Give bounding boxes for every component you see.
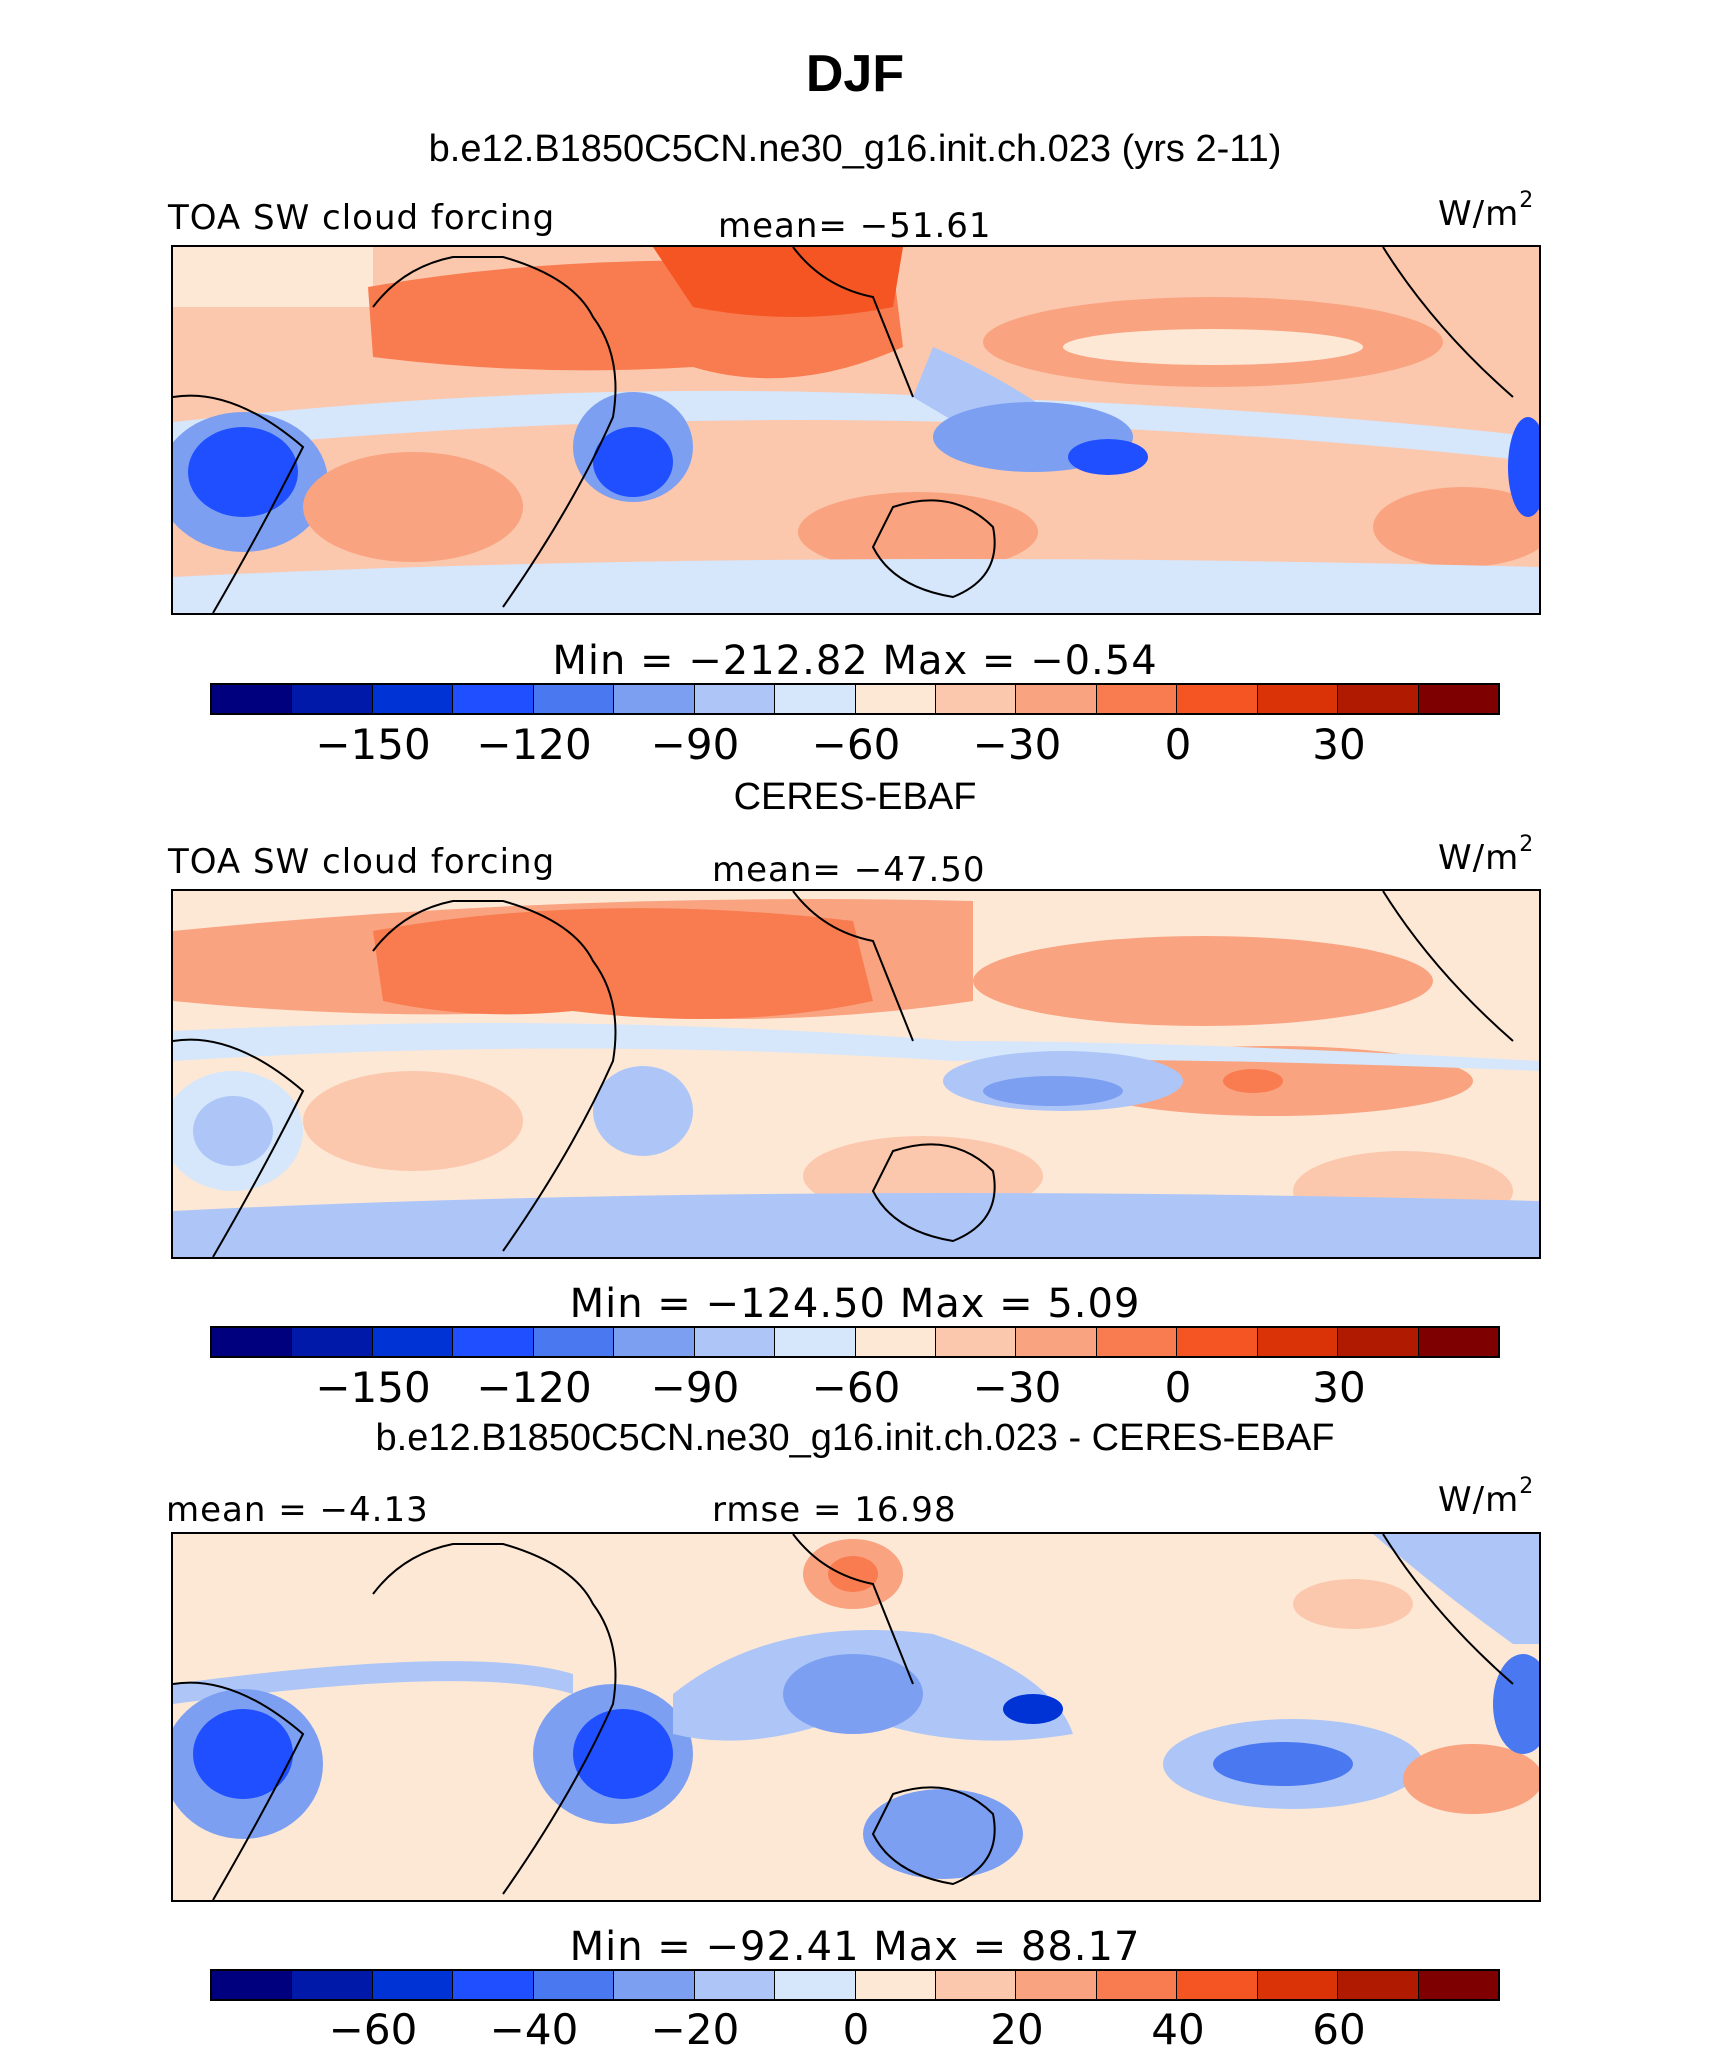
colorbar-swatch [1418,685,1498,713]
colorbar-swatch [1096,1971,1178,1999]
colorbar-swatch [775,1971,856,1999]
panel-3-tick: 20 [990,2005,1044,2054]
panel-1-colorbar [210,683,1500,715]
panel-2-tick: −60 [811,1363,901,1412]
panel-3-tick: −20 [650,2005,740,2054]
colorbar-swatch [1257,685,1339,713]
panel-3-tick: 60 [1312,2005,1366,2054]
colorbar-swatch [1338,1971,1419,1999]
panel-2-colorbar [210,1326,1500,1358]
colorbar-swatch [372,1971,454,1999]
colorbar-swatch [855,1971,936,1999]
colorbar-swatch [1016,1971,1097,1999]
panel-1-tick: −90 [650,720,740,769]
panel-2-left-label: TOA SW cloud forcing [168,842,556,882]
colorbar-swatch [694,1971,776,1999]
panel-3-rmse-label: rmse = 16.98 [712,1490,957,1530]
colorbar-swatch [1257,1971,1339,1999]
colorbar-swatch [453,685,534,713]
colorbar-swatch [372,685,454,713]
colorbar-swatch [1177,1971,1258,1999]
colorbar-swatch [1016,685,1097,713]
panel-2-ticks: −150 −120 −90 −60 −30 0 30 [0,1363,1710,1412]
figure-title: DJF [805,45,905,103]
panel-3-tick: −60 [328,2005,418,2054]
panel-2-tick: −150 [315,1363,431,1412]
panel-1-tick: −150 [315,720,431,769]
panel-2-tick: −30 [972,1363,1062,1412]
colorbar-swatch [1177,1328,1258,1356]
colorbar-swatch [292,1971,373,1999]
colorbar-swatch [453,1328,534,1356]
colorbar-swatch [1257,1328,1339,1356]
colorbar-swatch [614,1971,695,1999]
colorbar-swatch [1338,1328,1419,1356]
colorbar-swatch [212,1971,293,1999]
panel-1-tick: 30 [1312,720,1366,769]
panel-1-ticks: −150 −120 −90 −60 −30 0 30 [0,720,1710,769]
panel-2-tick: 0 [1164,1363,1192,1412]
panel-2-unit-label: W/m2 [1438,832,1535,878]
colorbar-swatch [1418,1328,1498,1356]
colorbar-swatch [935,1971,1017,1999]
colorbar-swatch [292,685,373,713]
panel-2-tick: −90 [650,1363,740,1412]
colorbar-swatch [694,1328,776,1356]
panel-1-subtitle: b.e12.B1850C5CN.ne30_g16.init.ch.023 (yr… [428,128,1282,170]
panel-1-map [171,245,1541,615]
colorbar-swatch [614,685,695,713]
colorbar-swatch [212,685,293,713]
panel-2-tick: 30 [1312,1363,1366,1412]
colorbar-swatch [533,1328,615,1356]
colorbar-swatch [855,1328,936,1356]
colorbar-swatch [775,685,856,713]
panel-1-tick: −60 [811,720,901,769]
colorbar-swatch [1016,1328,1097,1356]
colorbar-swatch [935,1328,1017,1356]
panel-3-colorbar [210,1969,1500,2001]
colorbar-swatch [775,1328,856,1356]
panel-2-mean-label: mean= −47.50 [712,850,986,890]
colorbar-swatch [372,1328,454,1356]
panel-3-tick: 40 [1151,2005,1205,2054]
colorbar-swatch [694,685,776,713]
colorbar-swatch [855,685,936,713]
panel-2-minmax: Min = −124.50 Max = 5.09 [569,1281,1141,1327]
colorbar-swatch [292,1328,373,1356]
colorbar-swatch [1177,685,1258,713]
colorbar-swatch [533,1971,615,1999]
panel-1-unit-label: W/m2 [1438,188,1535,234]
panel-2-map [171,889,1541,1259]
panel-3-mean-label: mean = −4.13 [166,1490,429,1530]
panel-1-tick: −120 [476,720,592,769]
panel-1-tick: 0 [1164,720,1192,769]
panel-1-tick: −30 [972,720,1062,769]
panel-3-minmax: Min = −92.41 Max = 88.17 [569,1924,1141,1970]
colorbar-swatch [1096,1328,1178,1356]
colorbar-swatch [1338,685,1419,713]
panel-3-ticks: −60 −40 −20 0 20 40 60 [0,2005,1710,2054]
panel-2-tick: −120 [476,1363,592,1412]
colorbar-swatch [533,685,615,713]
panel-3-unit-label: W/m2 [1438,1474,1535,1520]
panel-1-minmax: Min = −212.82 Max = −0.54 [552,638,1158,684]
colorbar-swatch [1096,685,1178,713]
panel-3-tick: −40 [489,2005,579,2054]
panel-2-subtitle: CERES-EBAF [733,776,977,818]
panel-3-subtitle: b.e12.B1850C5CN.ne30_g16.init.ch.023 - C… [375,1417,1335,1459]
colorbar-swatch [1418,1971,1498,1999]
colorbar-swatch [935,685,1017,713]
colorbar-swatch [212,1328,293,1356]
panel-3-map [171,1532,1541,1902]
colorbar-swatch [614,1328,695,1356]
panel-1-mean-label: mean= −51.61 [718,206,992,246]
colorbar-swatch [453,1971,534,1999]
panel-3-tick: 0 [842,2005,870,2054]
panel-1-left-label: TOA SW cloud forcing [168,198,556,238]
